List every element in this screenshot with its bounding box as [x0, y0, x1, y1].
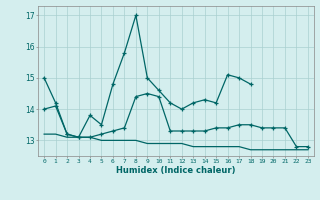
X-axis label: Humidex (Indice chaleur): Humidex (Indice chaleur)	[116, 166, 236, 175]
